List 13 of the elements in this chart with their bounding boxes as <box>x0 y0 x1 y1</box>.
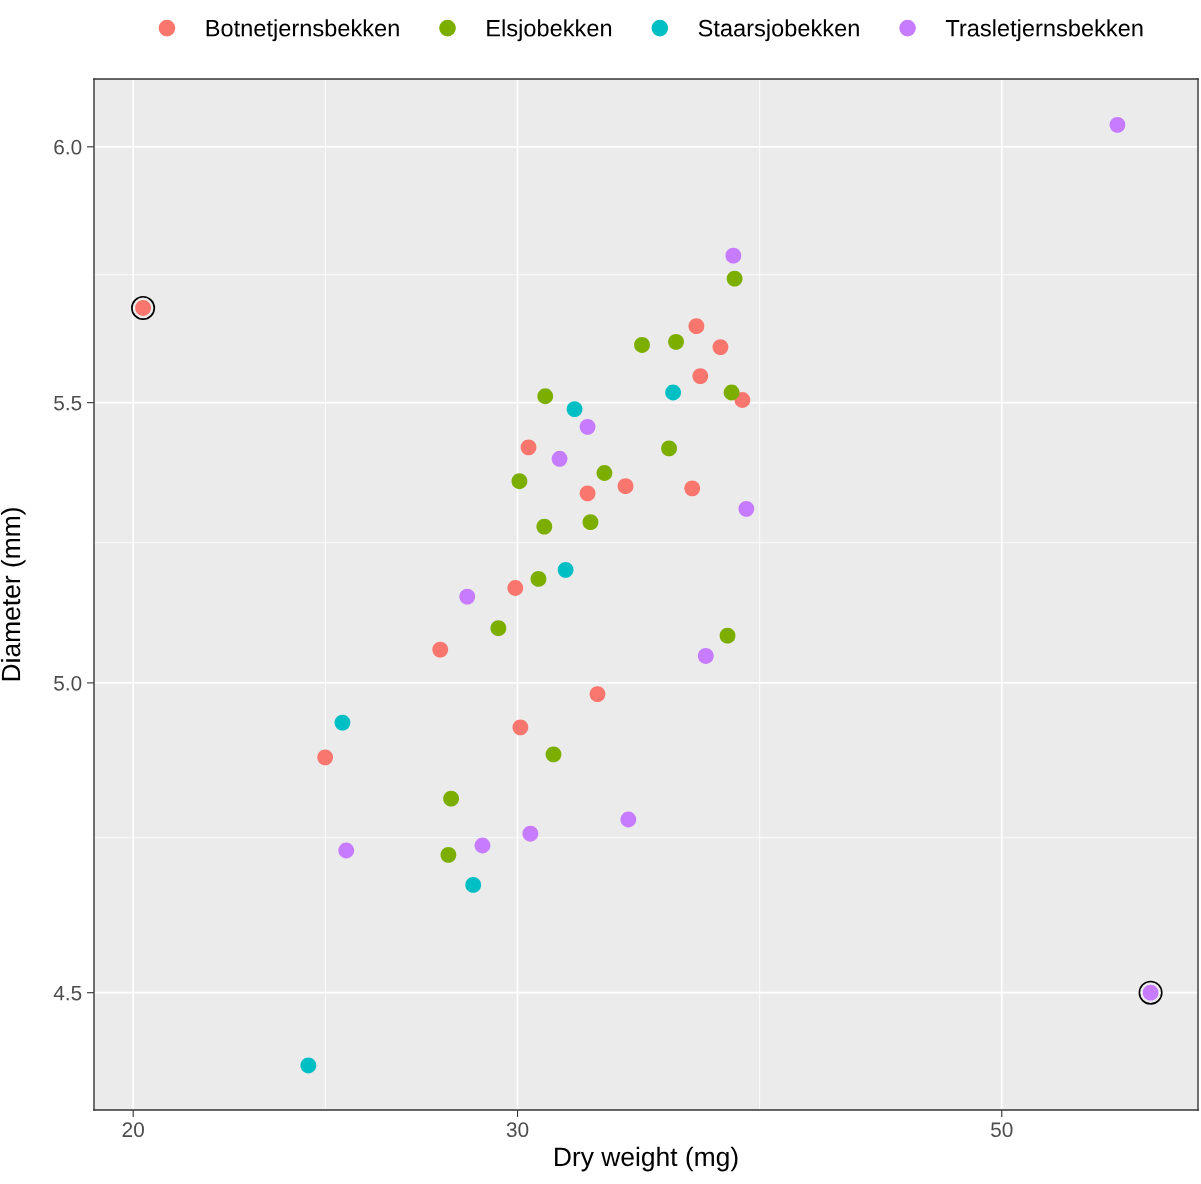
legend-label: Elsjobekken <box>487 19 612 42</box>
legend-label: Botnetjernsbekken <box>206 19 399 42</box>
y-tick-label: 5.0 <box>54 675 82 691</box>
x-tick-label: 50 <box>991 1122 1013 1138</box>
y-axis-title: Diameter (mm) <box>0 508 26 681</box>
x-tick-label: 20 <box>122 1122 144 1138</box>
y-tick-label: 5.5 <box>54 395 82 411</box>
legend-label: Trasletjernsbekken <box>945 19 1143 42</box>
x-axis-title: Dry weight (mg) <box>555 1146 738 1172</box>
x-tick-label: 30 <box>506 1122 529 1138</box>
y-tick-label: 6.0 <box>54 139 82 155</box>
legend-label: Staarsjobekken <box>698 19 859 42</box>
y-tick-label: 4.5 <box>53 985 82 1001</box>
